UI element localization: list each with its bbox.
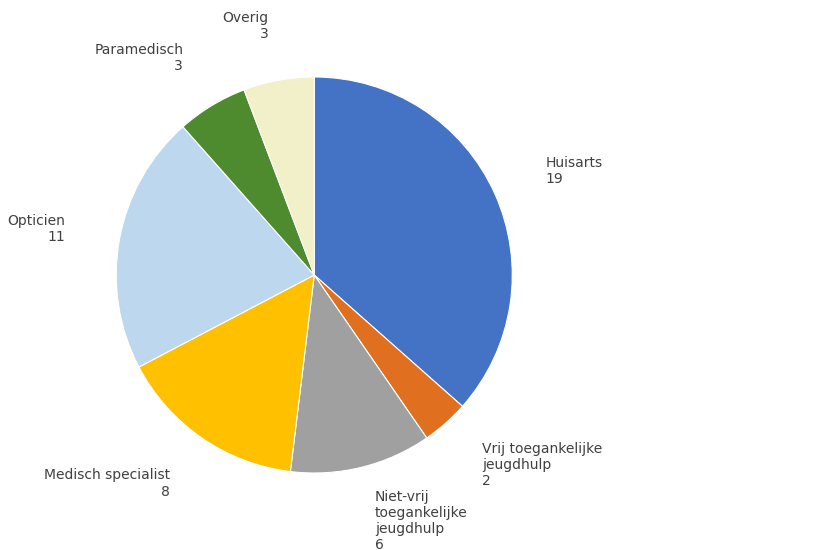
Wedge shape bbox=[183, 90, 314, 275]
Wedge shape bbox=[314, 275, 463, 438]
Text: Niet-vrij
toegankelijke
jeugdhulp
6: Niet-vrij toegankelijke jeugdhulp 6 bbox=[375, 490, 468, 550]
Wedge shape bbox=[139, 275, 314, 471]
Text: Medisch specialist
8: Medisch specialist 8 bbox=[44, 469, 170, 499]
Text: Paramedisch
3: Paramedisch 3 bbox=[94, 43, 184, 73]
Wedge shape bbox=[291, 275, 427, 473]
Text: Overig
3: Overig 3 bbox=[222, 10, 268, 41]
Text: Vrij toegankelijke
jeugdhulp
2: Vrij toegankelijke jeugdhulp 2 bbox=[483, 442, 603, 488]
Text: Huisarts
19: Huisarts 19 bbox=[546, 156, 603, 186]
Wedge shape bbox=[244, 77, 314, 275]
Text: Opticien
11: Opticien 11 bbox=[7, 214, 65, 244]
Wedge shape bbox=[116, 127, 314, 367]
Wedge shape bbox=[314, 77, 512, 406]
